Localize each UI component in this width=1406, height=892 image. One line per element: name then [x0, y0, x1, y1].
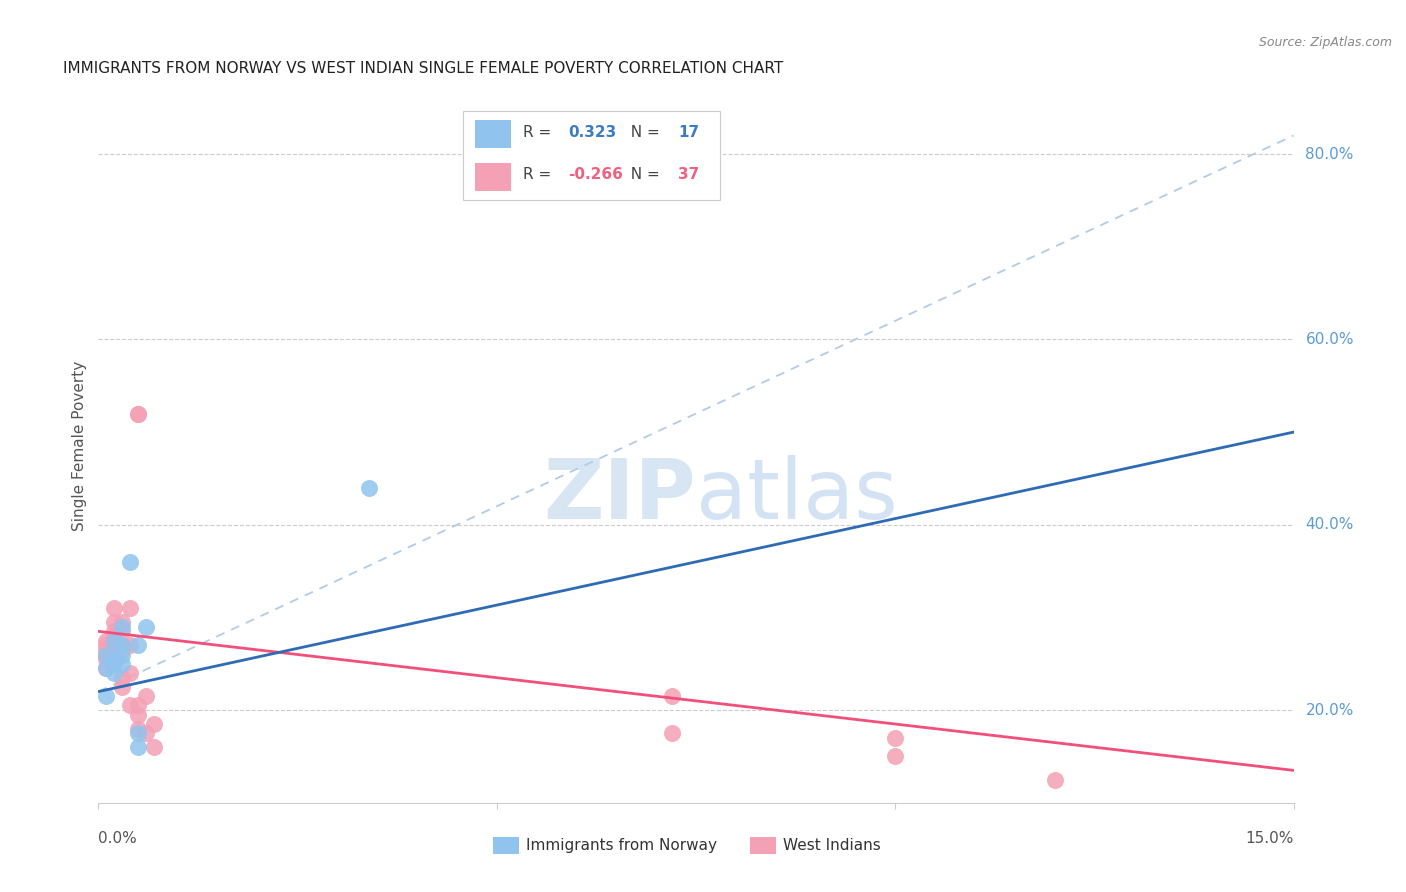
Point [884, 731, 907, 745]
Text: -0.266: -0.266 [568, 168, 623, 182]
Point [103, 657, 125, 671]
Text: 0.0%: 0.0% [98, 830, 138, 846]
Point [103, 633, 125, 648]
Point [135, 620, 157, 634]
Bar [749, 837, 776, 855]
Point [127, 407, 149, 421]
Point [96, 690, 118, 704]
Point [111, 680, 134, 694]
Text: atlas: atlas [696, 456, 897, 536]
Point [127, 726, 149, 740]
Point [103, 666, 125, 681]
Text: ZIP: ZIP [544, 456, 696, 536]
Point [111, 615, 134, 629]
Text: R =: R = [523, 168, 555, 182]
Point [96, 648, 118, 662]
Point [127, 698, 149, 713]
Point [884, 749, 907, 764]
Point [96, 643, 118, 657]
Point [103, 652, 125, 666]
Point [111, 638, 134, 652]
Point [96, 638, 118, 652]
Point [127, 740, 149, 755]
Text: R =: R = [523, 125, 555, 139]
Text: 37: 37 [678, 168, 699, 182]
Point [359, 481, 381, 495]
Point [120, 638, 142, 652]
Text: IMMIGRANTS FROM NORWAY VS WEST INDIAN SINGLE FEMALE POVERTY CORRELATION CHART: IMMIGRANTS FROM NORWAY VS WEST INDIAN SI… [63, 61, 783, 76]
Bar [494, 837, 519, 855]
Bar [475, 162, 510, 191]
FancyBboxPatch shape [463, 111, 720, 200]
Point [127, 407, 149, 421]
Bar [475, 120, 510, 148]
Point [120, 555, 142, 569]
Point [661, 726, 683, 740]
Point [127, 707, 149, 722]
Point [661, 690, 683, 704]
Point [143, 717, 166, 731]
Text: N =: N = [620, 125, 664, 139]
Point [96, 652, 118, 666]
Point [127, 638, 149, 652]
Point [111, 657, 134, 671]
Point [103, 643, 125, 657]
Point [103, 652, 125, 666]
Point [135, 726, 157, 740]
Point [120, 698, 142, 713]
Point [103, 601, 125, 615]
Point [120, 666, 142, 681]
Point [103, 615, 125, 629]
Point [127, 722, 149, 736]
Point [111, 620, 134, 634]
Text: West Indians: West Indians [783, 838, 882, 853]
Point [1043, 772, 1066, 787]
Text: 80.0%: 80.0% [1306, 146, 1354, 161]
Point [111, 643, 134, 657]
Text: Immigrants from Norway: Immigrants from Norway [526, 838, 717, 853]
Text: Source: ZipAtlas.com: Source: ZipAtlas.com [1258, 36, 1392, 49]
Point [96, 661, 118, 675]
Point [103, 633, 125, 648]
Text: 60.0%: 60.0% [1306, 332, 1354, 347]
Point [96, 633, 118, 648]
Point [103, 629, 125, 643]
Text: N =: N = [620, 168, 664, 182]
Point [96, 648, 118, 662]
Point [120, 601, 142, 615]
Point [111, 648, 134, 662]
Point [111, 624, 134, 639]
Point [111, 671, 134, 685]
Point [96, 661, 118, 675]
Point [135, 690, 157, 704]
Text: 40.0%: 40.0% [1306, 517, 1354, 533]
Text: 0.323: 0.323 [568, 125, 616, 139]
Point [111, 638, 134, 652]
Point [143, 740, 166, 755]
Text: 15.0%: 15.0% [1246, 830, 1294, 846]
Point [103, 624, 125, 639]
Y-axis label: Single Female Poverty: Single Female Poverty [72, 361, 87, 531]
Text: 17: 17 [678, 125, 699, 139]
Text: 20.0%: 20.0% [1306, 703, 1354, 718]
